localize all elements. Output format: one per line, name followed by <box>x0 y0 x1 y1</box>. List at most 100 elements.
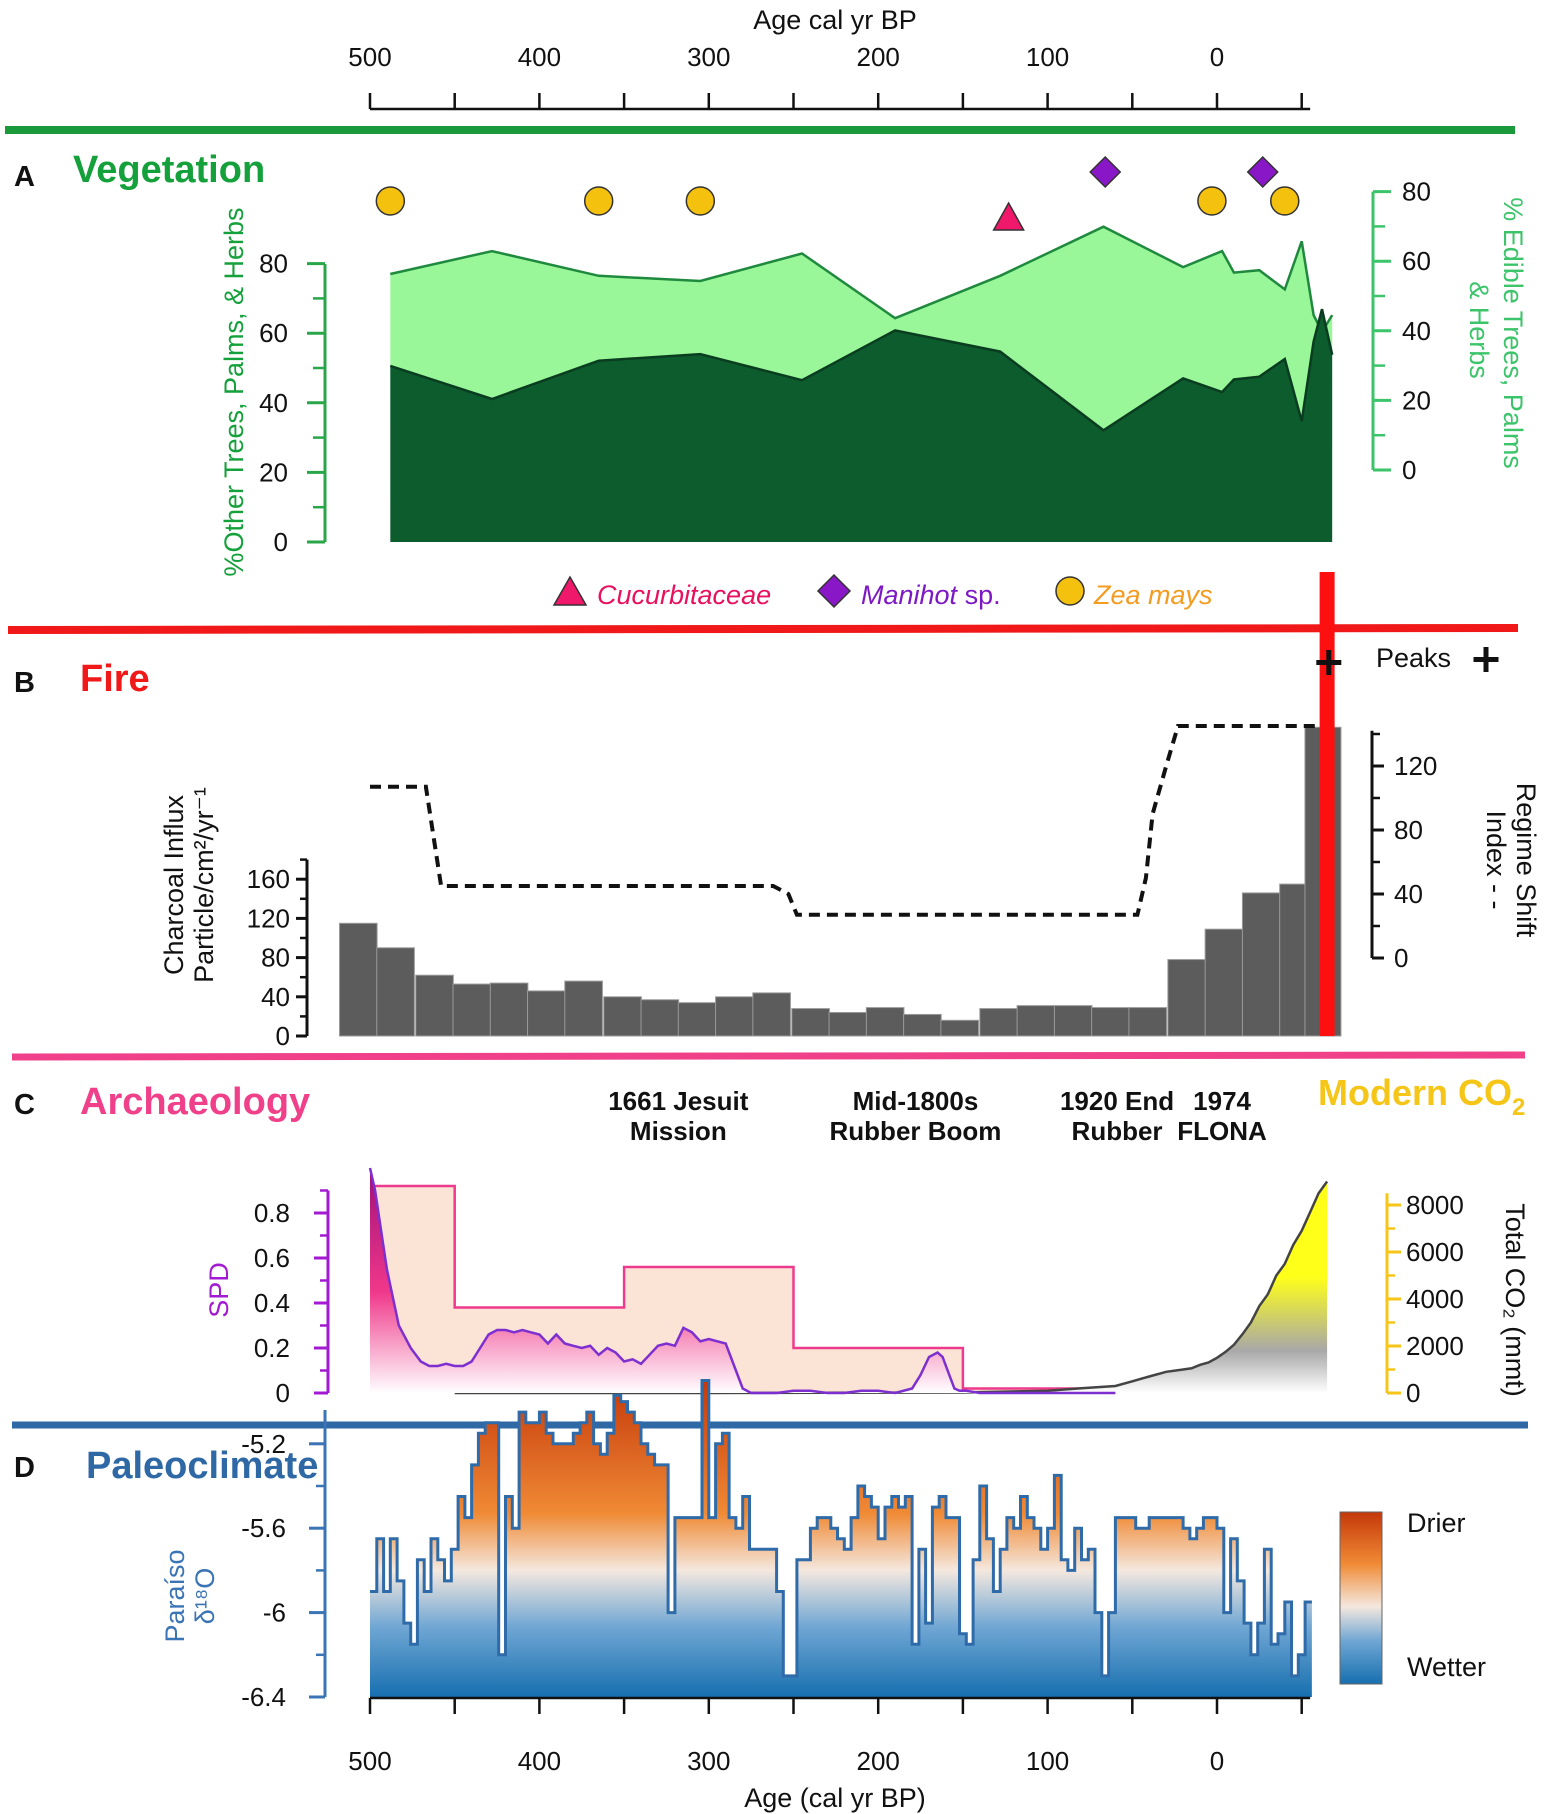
legend-manihot-suffix: sp. <box>957 580 1001 610</box>
vegetation-left-tick-label: 40 <box>259 388 288 418</box>
panel-b-title: Fire <box>80 658 150 700</box>
fire-right-axis-label-1: Regime Shift <box>1511 783 1541 938</box>
climate-tick-label: -5.6 <box>241 1513 286 1543</box>
vegetation-left-tick-label: 20 <box>259 457 288 487</box>
charcoal-bar <box>1091 1007 1130 1037</box>
vegetation-left-axis-label: %Other Trees, Palms, & Herbs <box>219 207 249 576</box>
spd-area <box>370 1168 1116 1393</box>
modern-co2-subscript: 2 <box>1512 1094 1525 1121</box>
legend-zea-mays: Zea mays <box>1093 580 1213 610</box>
spd-tick-label: 0.6 <box>254 1243 290 1273</box>
archaeology-separator <box>11 1051 1526 1061</box>
top-axis-tick-label: 0 <box>1210 42 1224 72</box>
bottom-axis-tick-label: 100 <box>1026 1746 1069 1776</box>
charcoal-tick-label: 160 <box>247 864 290 894</box>
top-axis-tick-label: 400 <box>518 42 561 72</box>
modern-co2-text: Modern CO <box>1318 1072 1512 1113</box>
co2-tick-label: 2000 <box>1406 1331 1464 1361</box>
phase-box-outline <box>370 1184 1116 1390</box>
manihot-marker <box>1089 155 1122 189</box>
panel-c-letter: C <box>14 1089 35 1121</box>
charcoal-bar <box>903 1013 942 1037</box>
co2-tick-label: 0 <box>1406 1378 1420 1408</box>
charcoal-bar <box>752 992 791 1037</box>
event-label-line2: Rubber <box>1072 1116 1163 1146</box>
top-axis-tick-label: 300 <box>687 42 730 72</box>
event-label-line1: 1661 Jesuit <box>608 1086 749 1116</box>
event-label-line1: Mid-1800s <box>853 1086 979 1116</box>
charcoal-bar <box>603 996 642 1037</box>
bottom-axis-tick-label: 400 <box>518 1746 561 1776</box>
zea-mays-marker <box>685 186 716 216</box>
vegetation-right-tick-label: 20 <box>1402 385 1431 415</box>
co2-area <box>454 1181 1328 1393</box>
zea-mays-marker <box>1270 186 1300 216</box>
zea-mays-marker <box>1197 186 1227 216</box>
peak-marker <box>1316 650 1342 675</box>
triangle-icon <box>552 575 588 606</box>
spd-tick-label: 0.8 <box>254 1198 290 1228</box>
co2-tick-label: 4000 <box>1406 1284 1464 1314</box>
legend-cucurbitaceae: Cucurbitaceae <box>597 580 771 610</box>
charcoal-bar <box>979 1008 1018 1037</box>
charcoal-bar <box>339 922 378 1037</box>
fire-left-axis-label-2: Particle/cm²/yr⁻¹ <box>189 787 219 983</box>
charcoal-bar <box>1167 959 1206 1037</box>
charcoal-bar <box>865 1007 905 1037</box>
charcoal-bar <box>828 1011 868 1037</box>
bottom-axis-tick-label: 300 <box>687 1746 730 1776</box>
panel-d-title: Paleoclimate <box>86 1445 318 1487</box>
event-label-line2: FLONA <box>1177 1116 1267 1146</box>
charcoal-bar <box>940 1019 979 1037</box>
panel-c-title: Archaeology <box>80 1081 310 1123</box>
taxa-legend: Cucurbitaceae Manihot sp. Zea mays <box>552 573 1213 610</box>
fire-left-axis-label-1: Charcoal Influx <box>159 794 189 975</box>
charcoal-bar <box>677 1002 717 1037</box>
edible-line <box>390 225 1334 335</box>
paleoclimate-plot <box>370 1379 1312 1697</box>
bottom-axis-title: Age (cal yr BP) <box>744 1783 926 1813</box>
charcoal-bar <box>1016 1005 1056 1037</box>
charcoal-bar <box>1241 892 1281 1037</box>
legend-manihot-genus: Manihot <box>861 580 959 610</box>
vegetation-right-tick-label: 0 <box>1402 455 1416 485</box>
top-axis-tick-label: 200 <box>857 42 900 72</box>
panel-b-letter: B <box>14 667 35 699</box>
top-axis: 500 400 300 200 100 0 <box>348 42 1311 111</box>
top-axis-tick-label: 500 <box>348 42 391 72</box>
charcoal-tick-label: 40 <box>261 982 290 1012</box>
panel-a-title: Vegetation <box>73 149 265 191</box>
charcoal-bar <box>527 990 566 1037</box>
zea-mays-marker <box>375 186 406 216</box>
spd-axis-label: SPD <box>204 1262 234 1318</box>
charcoal-bar <box>415 974 454 1037</box>
modern-co2-label: Modern CO2 <box>1318 1072 1525 1121</box>
climate-tick-label: -5.2 <box>241 1429 286 1459</box>
charcoal-bar <box>376 947 415 1037</box>
top-axis-tick-label: 100 <box>1026 42 1069 72</box>
spd-tick-label: 0.2 <box>254 1333 290 1363</box>
paleoclimate-axis-label-2: δ¹⁸O <box>190 1568 220 1624</box>
co2-tick-label: 8000 <box>1406 1190 1464 1220</box>
climate-line <box>370 1379 1312 1678</box>
vegetation-left-tick-label: 80 <box>259 249 288 279</box>
panel-a-letter: A <box>14 161 35 193</box>
circle-icon <box>1055 576 1085 606</box>
regime-tick-label: 40 <box>1394 879 1423 909</box>
charcoal-bar <box>1204 928 1244 1037</box>
fire-plot <box>339 572 1342 1037</box>
top-axis-title: Age cal yr BP <box>753 5 917 35</box>
vegetation-axes: 0 20 40 60 80 0 20 40 60 80 <box>259 177 1431 557</box>
fire-separator <box>7 624 1519 634</box>
diamond-icon <box>816 573 852 609</box>
co2-line <box>454 1180 1329 1395</box>
regime-shift-line <box>370 724 1329 917</box>
crop-markers <box>375 155 1300 231</box>
vegetation-plot <box>389 225 1334 542</box>
charcoal-bar <box>640 999 680 1037</box>
charcoal-bar <box>791 1008 830 1037</box>
vegetation-left-tick-label: 0 <box>274 527 288 557</box>
manihot-marker <box>1246 155 1279 189</box>
colorbar-wetter-label: Wetter <box>1407 1652 1486 1682</box>
vegetation-left-tick-label: 60 <box>259 318 288 348</box>
